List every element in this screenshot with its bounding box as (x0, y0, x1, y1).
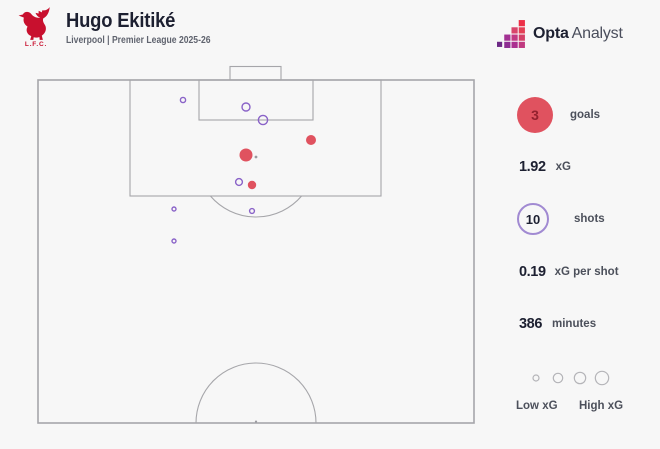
penalty-spot (254, 155, 258, 159)
minutes-label: minutes (552, 318, 597, 330)
shot-marker (241, 102, 251, 112)
page-subtitle: Liverpool | Premier League 2025-26 (66, 34, 211, 46)
low-xg-label: Low xG (516, 400, 558, 412)
xg-value: 1.92 (519, 159, 546, 175)
opta-logo-icon (497, 20, 525, 48)
xg-per-shot-label: xG per shot (554, 266, 619, 278)
goal-marker (306, 135, 316, 145)
shots-count-badge: 10 (517, 203, 549, 235)
shots-layer (171, 96, 316, 244)
legend-size-circle (573, 371, 587, 385)
legend-size-circle (552, 372, 564, 384)
pitch-outline (37, 79, 475, 424)
penalty-arc (209, 195, 303, 218)
shots-stat: 10 shots (517, 203, 605, 235)
brand-name: Opta Analyst (533, 25, 623, 43)
crest-caption: L.F.C. (24, 41, 48, 48)
goals-value: 3 (531, 107, 539, 123)
shot-marker (171, 238, 177, 244)
opta-analyst-logo: Opta Analyst (497, 19, 623, 48)
shot-marker (171, 206, 177, 212)
goal-marker (247, 180, 257, 190)
xg-label: xG (555, 161, 571, 173)
six-yard-box (198, 79, 314, 121)
liver-bird-icon (18, 7, 50, 40)
centre-circle-arc (195, 362, 317, 424)
shots-value: 10 (525, 211, 541, 227)
centre-spot (254, 420, 258, 423)
legend-size-circle (532, 374, 540, 382)
pitch-lines (37, 65, 475, 424)
shots-label: shots (574, 213, 605, 225)
shot-marker (248, 207, 256, 215)
high-xg-label: High xG (579, 400, 624, 412)
xg-per-shot-stat: 0.19 xG per shot (519, 264, 619, 280)
goals-count-badge: 3 (517, 97, 553, 133)
minutes-stat: 386 minutes (519, 316, 596, 332)
xg-per-shot-value: 0.19 (519, 264, 546, 280)
legend-size-circle (594, 370, 610, 386)
goals-label: goals (570, 109, 601, 121)
shot-marker (179, 96, 187, 104)
penalty-area (129, 79, 382, 197)
goals-stat: 3 goals (517, 97, 600, 133)
brand-name-bold: Opta (533, 24, 569, 42)
brand-name-light: Analyst (571, 24, 623, 42)
xg-stat: 1.92 xG (519, 159, 571, 175)
liverpool-crest: L.F.C. (14, 7, 58, 55)
xg-size-legend (532, 370, 610, 386)
minutes-value: 386 (519, 316, 542, 332)
goal-box (229, 65, 282, 81)
shot-marker (257, 114, 269, 126)
shot-marker (234, 177, 244, 187)
page-title: Hugo Ekitiké (66, 10, 176, 32)
goal-marker (239, 148, 253, 162)
